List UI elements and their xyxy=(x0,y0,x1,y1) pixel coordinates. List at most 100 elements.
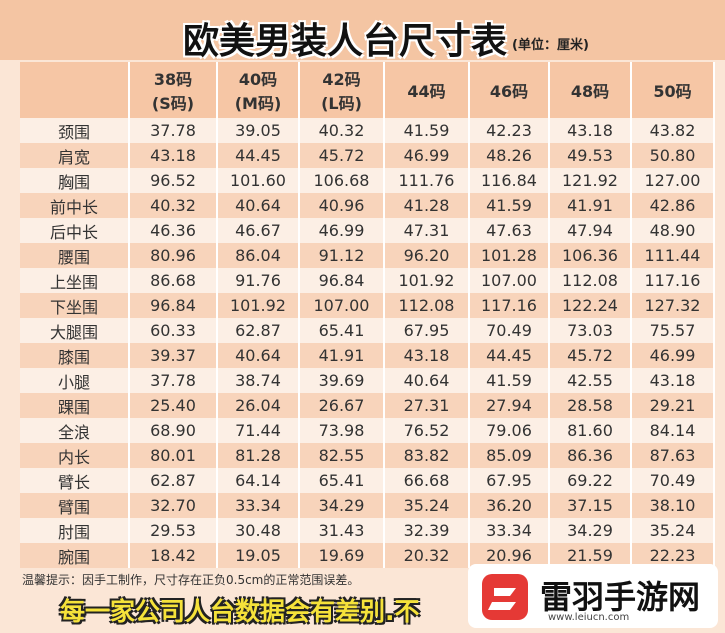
cell-value: 34.29 xyxy=(550,518,632,543)
watermark-name: 雷羽手游网 xyxy=(540,578,701,616)
cell-value: 127.32 xyxy=(632,293,715,318)
cell-value: 82.55 xyxy=(300,443,385,468)
cell-value: 80.96 xyxy=(130,243,218,268)
cell-value: 38.74 xyxy=(218,368,300,393)
cell-value: 39.05 xyxy=(218,118,300,143)
cell-value: 106.36 xyxy=(550,243,632,268)
cell-value: 69.22 xyxy=(550,468,632,493)
header-line: 42码 xyxy=(322,70,361,89)
cell-value: 40.64 xyxy=(218,193,300,218)
cell-value: 83.82 xyxy=(385,443,470,468)
cell-value: 20.32 xyxy=(385,543,470,568)
cell-value: 76.52 xyxy=(385,418,470,443)
cell-value: 42.23 xyxy=(470,118,550,143)
cell-value: 42.86 xyxy=(632,193,715,218)
cell-value: 79.06 xyxy=(470,418,550,443)
cell-value: 40.32 xyxy=(130,193,218,218)
cell-value: 19.05 xyxy=(218,543,300,568)
cell-value: 60.33 xyxy=(130,318,218,343)
cell-value: 96.84 xyxy=(130,293,218,318)
cell-value: 27.31 xyxy=(385,393,470,418)
cell-value: 47.94 xyxy=(550,218,632,243)
cell-value: 40.32 xyxy=(300,118,385,143)
cell-value: 112.08 xyxy=(550,268,632,293)
cell-value: 26.67 xyxy=(300,393,385,418)
row-label: 臂围 xyxy=(20,493,130,518)
cell-value: 65.41 xyxy=(300,468,385,493)
cell-value: 47.31 xyxy=(385,218,470,243)
row-label: 内长 xyxy=(20,443,130,468)
cell-value: 111.44 xyxy=(632,243,715,268)
cell-value: 87.63 xyxy=(632,443,715,468)
cell-value: 35.24 xyxy=(385,493,470,518)
cell-value: 68.90 xyxy=(130,418,218,443)
header-corner xyxy=(20,62,130,118)
cell-value: 45.72 xyxy=(300,143,385,168)
cell-value: 46.99 xyxy=(632,343,715,368)
cell-value: 46.99 xyxy=(385,143,470,168)
cell-value: 36.20 xyxy=(470,493,550,518)
cell-value: 43.18 xyxy=(550,118,632,143)
column-header: 48码 xyxy=(550,62,632,118)
cell-value: 65.41 xyxy=(300,318,385,343)
cell-value: 91.76 xyxy=(218,268,300,293)
cell-value: 38.10 xyxy=(632,493,715,518)
cell-value: 73.03 xyxy=(550,318,632,343)
column-header: 50码 xyxy=(632,62,715,118)
cell-value: 86.68 xyxy=(130,268,218,293)
header-line: (S码) xyxy=(151,94,195,113)
cell-value: 96.20 xyxy=(385,243,470,268)
cell-value: 45.72 xyxy=(550,343,632,368)
cell-value: 81.60 xyxy=(550,418,632,443)
cell-value: 19.69 xyxy=(300,543,385,568)
cell-value: 37.78 xyxy=(130,118,218,143)
cell-value: 101.28 xyxy=(470,243,550,268)
cell-value: 41.59 xyxy=(470,368,550,393)
cell-value: 42.55 xyxy=(550,368,632,393)
cell-value: 70.49 xyxy=(470,318,550,343)
cell-value: 46.36 xyxy=(130,218,218,243)
cell-value: 111.76 xyxy=(385,168,470,193)
cell-value: 101.60 xyxy=(218,168,300,193)
cell-value: 32.70 xyxy=(130,493,218,518)
cell-value: 122.24 xyxy=(550,293,632,318)
cell-value: 101.92 xyxy=(218,293,300,318)
row-label: 胸围 xyxy=(20,168,130,193)
cell-value: 127.00 xyxy=(632,168,715,193)
cell-value: 43.18 xyxy=(632,368,715,393)
cell-value: 40.64 xyxy=(385,368,470,393)
header-line: 48码 xyxy=(570,82,610,101)
header-line: 44码 xyxy=(407,82,446,101)
cell-value: 86.36 xyxy=(550,443,632,468)
cell-value: 41.28 xyxy=(385,193,470,218)
logo xyxy=(468,564,718,628)
header-line: 46码 xyxy=(489,82,529,101)
cell-value: 85.09 xyxy=(470,443,550,468)
column-header: 46码 xyxy=(470,62,550,118)
column-header: 40码 (M码) xyxy=(218,62,300,118)
cell-value: 28.58 xyxy=(550,393,632,418)
cell-value: 41.59 xyxy=(385,118,470,143)
cell-value: 32.39 xyxy=(385,518,470,543)
cell-value: 67.95 xyxy=(385,318,470,343)
row-label: 后中长 xyxy=(20,218,130,243)
column-header: 42码 (L码) xyxy=(300,62,385,118)
row-label: 小腿 xyxy=(20,368,130,393)
cell-value: 37.78 xyxy=(130,368,218,393)
cell-value: 116.84 xyxy=(470,168,550,193)
cell-value: 25.40 xyxy=(130,393,218,418)
cell-value: 62.87 xyxy=(218,318,300,343)
cell-value: 121.92 xyxy=(550,168,632,193)
cell-value: 81.28 xyxy=(218,443,300,468)
column-header: 38码 (S码) xyxy=(130,62,218,118)
cell-value: 106.68 xyxy=(300,168,385,193)
cell-value: 41.59 xyxy=(470,193,550,218)
row-label: 肘围 xyxy=(20,518,130,543)
logo-icon xyxy=(482,574,528,620)
cell-value: 66.68 xyxy=(385,468,470,493)
cell-value: 80.01 xyxy=(130,443,218,468)
cell-value: 44.45 xyxy=(218,143,300,168)
cell-value: 107.00 xyxy=(300,293,385,318)
row-label: 肩宽 xyxy=(20,143,130,168)
